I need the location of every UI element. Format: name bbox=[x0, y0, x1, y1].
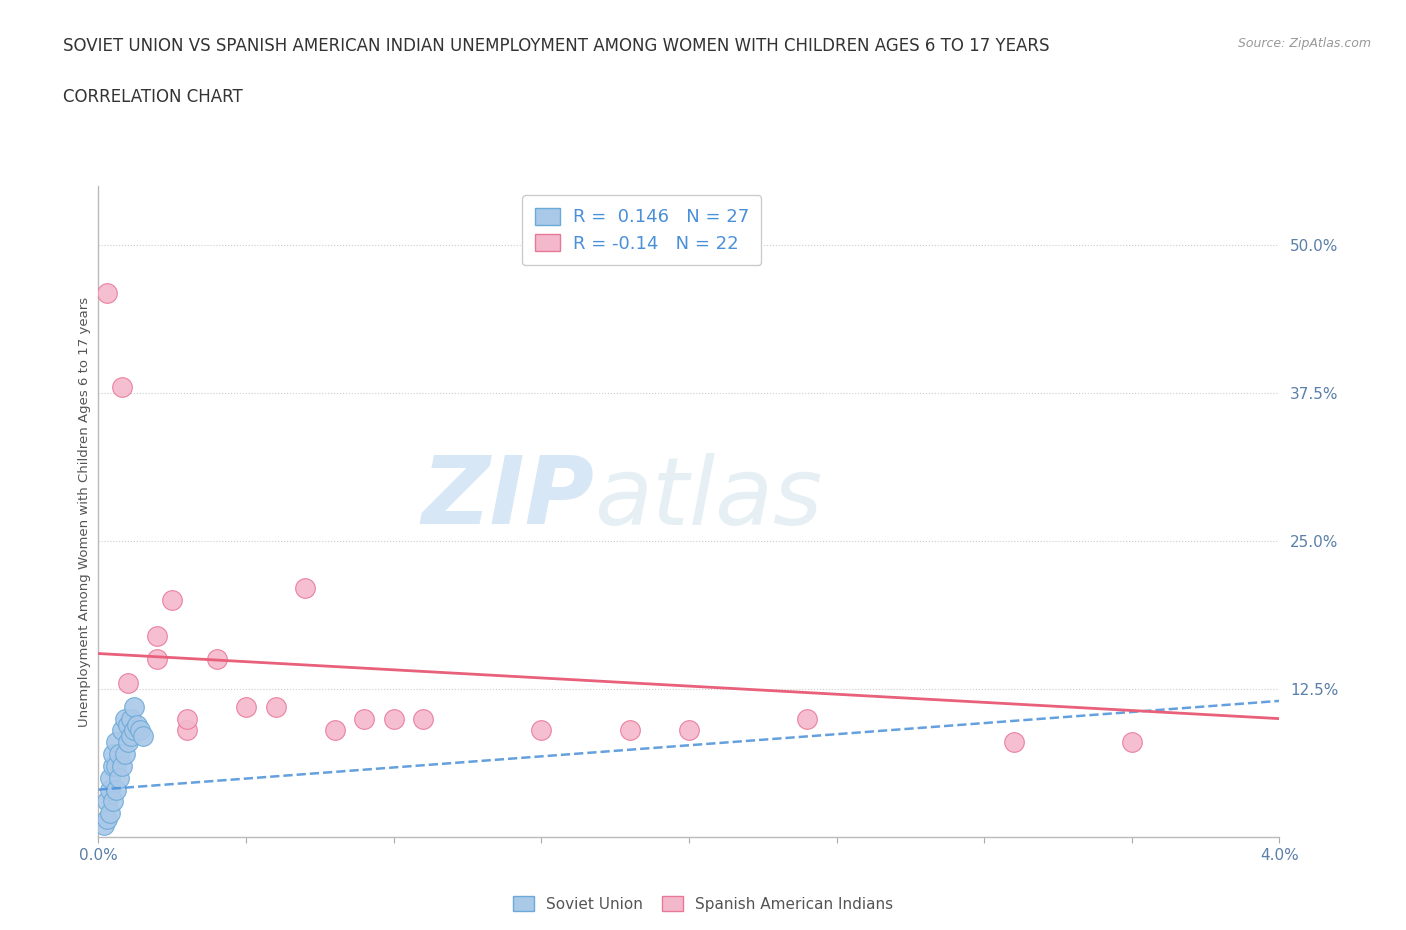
Point bbox=[114, 711, 136, 726]
Point bbox=[96, 286, 118, 300]
Point bbox=[323, 723, 346, 737]
Point bbox=[146, 629, 169, 644]
Point bbox=[235, 699, 257, 714]
Point bbox=[98, 782, 121, 797]
Point bbox=[114, 747, 136, 762]
Point bbox=[120, 729, 142, 744]
Text: ZIP: ZIP bbox=[422, 453, 595, 544]
Point bbox=[162, 592, 183, 607]
Point bbox=[1002, 735, 1025, 750]
Point bbox=[146, 652, 169, 667]
Point bbox=[93, 817, 115, 832]
Text: atlas: atlas bbox=[595, 453, 823, 544]
Point bbox=[103, 759, 124, 774]
Point bbox=[98, 806, 121, 821]
Point bbox=[294, 581, 316, 596]
Point bbox=[205, 652, 228, 667]
Point bbox=[132, 729, 155, 744]
Point bbox=[796, 711, 818, 726]
Point bbox=[111, 379, 134, 394]
Point bbox=[111, 723, 134, 737]
Y-axis label: Unemployment Among Women with Children Ages 6 to 17 years: Unemployment Among Women with Children A… bbox=[79, 297, 91, 726]
Point bbox=[382, 711, 405, 726]
Point bbox=[530, 723, 553, 737]
Legend: Soviet Union, Spanish American Indians: Soviet Union, Spanish American Indians bbox=[506, 890, 900, 918]
Point bbox=[122, 699, 145, 714]
Point bbox=[108, 747, 131, 762]
Legend: R =  0.146   N = 27, R = -0.14   N = 22: R = 0.146 N = 27, R = -0.14 N = 22 bbox=[522, 195, 762, 265]
Point bbox=[98, 770, 121, 785]
Text: CORRELATION CHART: CORRELATION CHART bbox=[63, 88, 243, 106]
Point bbox=[678, 723, 700, 737]
Point bbox=[412, 711, 434, 726]
Point bbox=[103, 794, 124, 809]
Text: SOVIET UNION VS SPANISH AMERICAN INDIAN UNEMPLOYMENT AMONG WOMEN WITH CHILDREN A: SOVIET UNION VS SPANISH AMERICAN INDIAN … bbox=[63, 37, 1050, 55]
Point bbox=[105, 759, 128, 774]
Point bbox=[176, 711, 198, 726]
Point bbox=[176, 723, 198, 737]
Point bbox=[117, 717, 139, 732]
Point bbox=[111, 759, 134, 774]
Point bbox=[105, 735, 128, 750]
Point bbox=[122, 723, 145, 737]
Point bbox=[96, 812, 118, 827]
Point bbox=[103, 747, 124, 762]
Point bbox=[264, 699, 287, 714]
Point bbox=[353, 711, 375, 726]
Point bbox=[117, 676, 139, 691]
Point bbox=[128, 723, 150, 737]
Point bbox=[105, 782, 128, 797]
Text: Source: ZipAtlas.com: Source: ZipAtlas.com bbox=[1237, 37, 1371, 50]
Point bbox=[108, 770, 131, 785]
Point bbox=[125, 717, 148, 732]
Point bbox=[619, 723, 641, 737]
Point bbox=[120, 711, 142, 726]
Point bbox=[117, 735, 139, 750]
Point bbox=[96, 794, 118, 809]
Point bbox=[1121, 735, 1143, 750]
